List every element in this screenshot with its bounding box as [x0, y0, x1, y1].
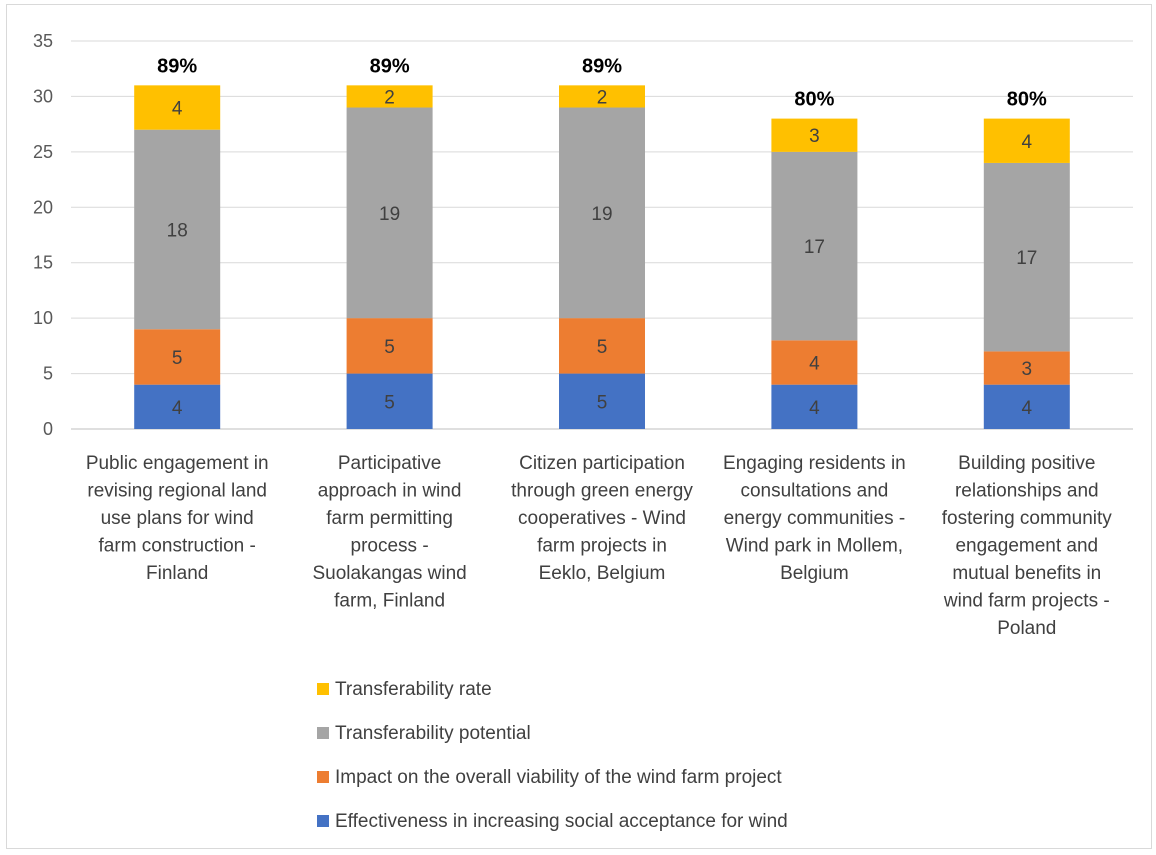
y-axis: 0 5 10 15 20 25 30 35: [33, 31, 53, 439]
legend-entry: Transferability rate: [335, 679, 492, 700]
data-label: 4: [172, 398, 183, 419]
legend-entry: Transferability potential: [335, 723, 531, 744]
data-label: 17: [1016, 248, 1037, 269]
data-label: 2: [597, 87, 608, 108]
data-label: 5: [384, 337, 395, 358]
bar-segment: [346, 373, 433, 429]
bar-segment: [134, 85, 221, 130]
data-label: 19: [379, 204, 400, 225]
data-label: 4: [809, 353, 820, 374]
y-tick-label: 5: [43, 364, 53, 384]
data-label: 2: [384, 87, 395, 108]
x-tick-label: Public engagement in revising regional la…: [86, 453, 269, 584]
y-tick-label: 25: [33, 142, 53, 162]
x-tick-label: Participative approach in wind farm permit…: [312, 453, 466, 612]
bar-segment: [983, 118, 1070, 163]
y-tick-label: 30: [33, 86, 53, 106]
data-label: 4: [809, 398, 820, 419]
data-label: 4: [172, 99, 183, 120]
bar-segment: [771, 340, 858, 385]
legend: Transferability rate Transferability pote…: [317, 679, 788, 832]
data-label: 18: [167, 220, 188, 241]
y-tick-label: 0: [43, 419, 53, 439]
bar-segment: [559, 373, 645, 429]
y-tick-label: 10: [33, 308, 53, 328]
y-tick-label: 35: [33, 31, 53, 51]
bar-segment: [346, 85, 433, 108]
total-label: 89%: [157, 55, 197, 77]
data-label: 4: [1022, 132, 1033, 153]
bar-segment: [771, 151, 858, 341]
chart-frame: 0 5 10 15 20 25 30 35 4 5 18 4 5 5 19 2 5 5 19 2 4 4 17 3 4 3 17 4…: [6, 4, 1152, 849]
x-tick-label: Citizen participation through green energ…: [511, 453, 693, 584]
legend-swatch: [317, 771, 329, 783]
legend-swatch: [317, 683, 329, 695]
bar-segment: [134, 384, 221, 429]
total-label: 80%: [794, 89, 834, 111]
legend-swatch: [317, 727, 329, 739]
data-label: 5: [597, 392, 608, 413]
total-labels: 89% 89% 89% 80% 80%: [157, 55, 1047, 110]
bar-segment: [771, 118, 858, 152]
data-label: 3: [809, 126, 820, 147]
bar-segment: [983, 162, 1070, 352]
bar-segment: [559, 85, 645, 108]
total-label: 89%: [582, 55, 622, 77]
x-tick-label: Building positive relationships and foster…: [942, 453, 1113, 639]
legend-entry: Impact on the overall viability of the w…: [335, 767, 782, 788]
data-label: 3: [1022, 359, 1033, 380]
data-label: 5: [172, 348, 183, 369]
bar-segment: [983, 351, 1070, 385]
legend-entry: Effectiveness in increasing social accep…: [335, 811, 788, 832]
bar-segment: [983, 384, 1070, 429]
bar-segment: [346, 107, 433, 319]
bar-segment: [134, 129, 221, 330]
y-tick-label: 20: [33, 197, 53, 217]
data-label: 19: [591, 204, 612, 225]
bar-segment: [559, 107, 645, 319]
bar-segment: [771, 384, 858, 429]
data-label: 5: [384, 392, 395, 413]
x-tick-label: Engaging residents in consultations and en…: [723, 453, 906, 584]
total-label: 80%: [1007, 89, 1047, 111]
legend-swatch: [317, 815, 329, 827]
y-tick-label: 15: [33, 253, 53, 273]
bar-segment: [346, 318, 433, 374]
data-label: 5: [597, 337, 608, 358]
x-axis: Public engagement in revising regional la…: [86, 453, 1112, 639]
bar-segment: [559, 318, 645, 374]
bars: 4 5 18 4 5 5 19 2 5 5 19 2 4 4 17 3 4 3 17 4: [134, 85, 1070, 429]
bar-segment: [134, 329, 221, 385]
total-label: 89%: [370, 55, 410, 77]
data-label: 17: [804, 237, 825, 258]
data-label: 4: [1022, 398, 1033, 419]
